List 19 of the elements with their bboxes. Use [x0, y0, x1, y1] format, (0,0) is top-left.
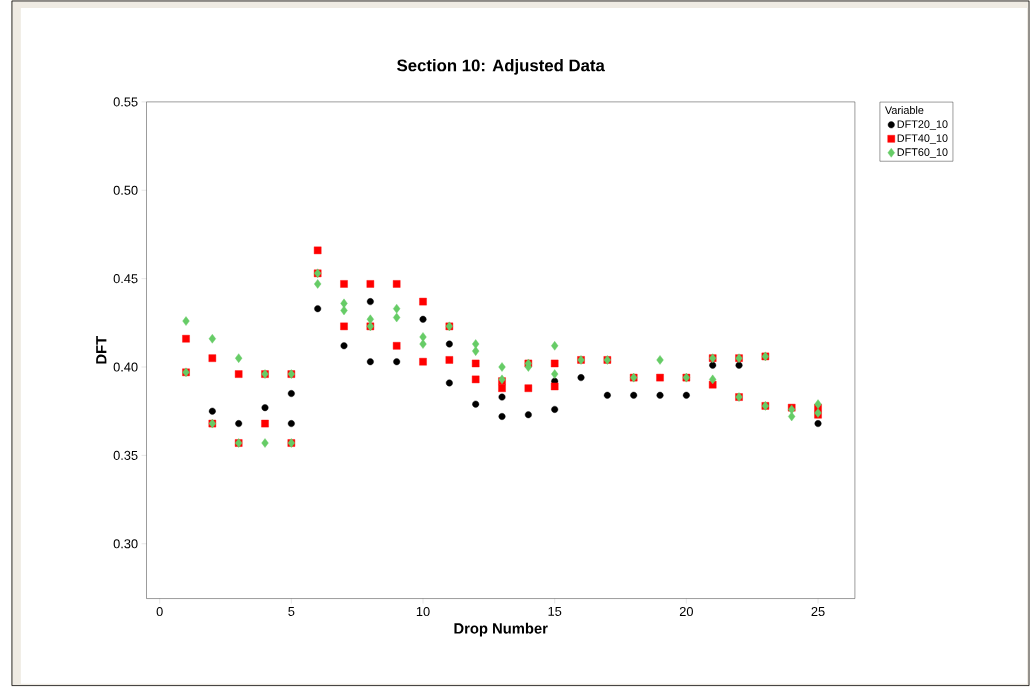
y-tick-label: 0.30 — [113, 539, 138, 549]
legend-title: Variable — [884, 106, 924, 115]
y-tick-label: 0.55 — [113, 97, 138, 107]
legend-label: DFT20_10 — [897, 120, 948, 131]
x-tick-label: 10 — [416, 607, 430, 617]
x-tick-label: 5 — [288, 607, 295, 617]
y-tick-label: 0.40 — [113, 362, 138, 372]
x-tick-label: 25 — [811, 607, 825, 617]
x-tick-label: 15 — [548, 607, 562, 617]
legend-label: DFT40_10 — [897, 134, 948, 145]
x-tick-label: 0 — [156, 607, 163, 617]
x-axis-title: Drop Number — [454, 623, 548, 637]
y-tick-label: 0.35 — [113, 451, 138, 461]
y-axis-title: DFT — [96, 336, 107, 364]
y-tick-label: 0.50 — [113, 185, 138, 195]
y-tick-label: 0.45 — [113, 274, 138, 284]
x-tick-label: 20 — [679, 607, 693, 617]
legend-label: DFT60_10 — [897, 148, 948, 159]
chart-title: Section 10: Adjusted Data — [397, 59, 605, 75]
